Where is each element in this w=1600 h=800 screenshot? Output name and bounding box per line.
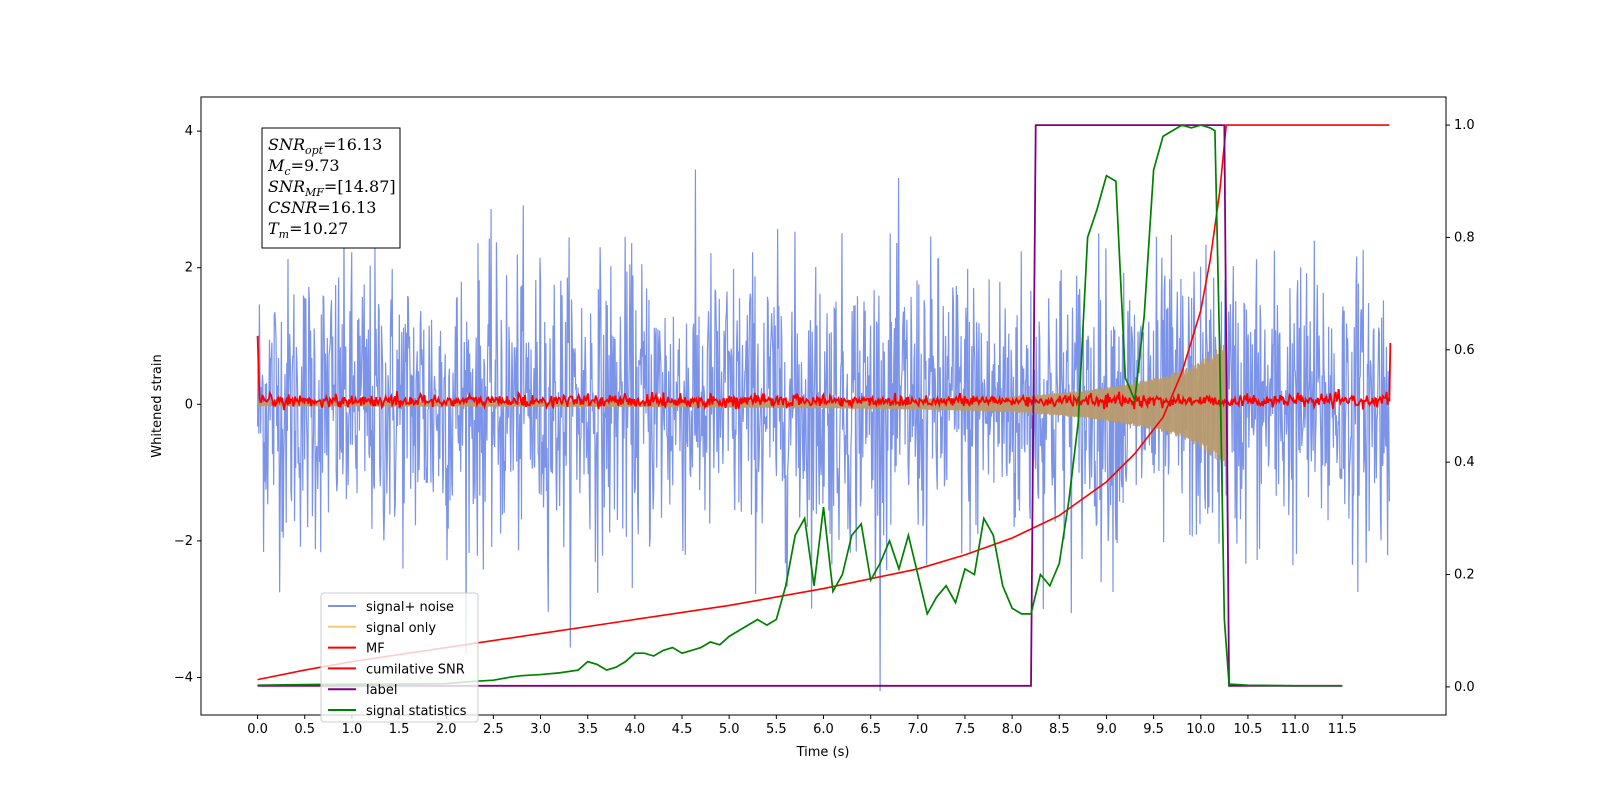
- y-tick-label: −4: [174, 670, 193, 685]
- y-tick-label: 2: [185, 261, 193, 276]
- x-tick-label: 5.0: [719, 722, 740, 737]
- y-right-tick-label: 1.0: [1454, 118, 1475, 133]
- series-mf-line: [256, 335, 1392, 411]
- x-tick-label: 1.5: [389, 722, 410, 737]
- y-right-tick-label: 0.2: [1454, 568, 1475, 583]
- y-axis-label: Whitened strain: [150, 354, 165, 457]
- x-tick-label: 0.5: [294, 722, 315, 737]
- x-tick-label: 1.0: [342, 722, 363, 737]
- x-tick-label: 10.5: [1233, 722, 1262, 737]
- y-tick-label: −2: [174, 534, 193, 549]
- x-tick-label: 2.5: [483, 722, 504, 737]
- x-tick-label: 9.5: [1143, 722, 1164, 737]
- x-tick-label: 2.0: [436, 722, 457, 737]
- legend-label: MF: [366, 642, 385, 657]
- x-tick-label: 0.0: [247, 722, 268, 737]
- legend-label: signal only: [366, 621, 436, 636]
- series-signal-statistics-line: [257, 124, 1343, 687]
- x-tick-label: 6.0: [813, 722, 834, 737]
- annotation-box: SNRopt=16.13Mc=9.73SNRMF=[14.87]CSNR=16.…: [261, 127, 401, 249]
- y-right-tick-label: 0.6: [1454, 343, 1475, 358]
- annotation-line: CSNR=16.13: [268, 198, 376, 217]
- legend-label: signal statistics: [366, 704, 467, 719]
- x-tick-label: 11.0: [1281, 722, 1310, 737]
- y-tick-label: 0: [185, 397, 193, 412]
- x-tick-label: 7.5: [955, 722, 976, 737]
- legend: signal+ noise signal only MF cumilative SNR…: [320, 592, 479, 723]
- annotation-frame: [261, 127, 401, 249]
- annotation-line: SNRMF=[14.87]: [268, 177, 396, 199]
- x-tick-label: 6.5: [860, 722, 881, 737]
- x-tick-label: 3.5: [577, 722, 598, 737]
- x-tick-label: 10.0: [1186, 722, 1215, 737]
- x-tick-label: 3.0: [530, 722, 551, 737]
- y-right-tick-label: 0.4: [1454, 455, 1475, 470]
- x-tick-label: 4.5: [672, 722, 693, 737]
- axis-ticks: 0.0 0.5 1.0 1.5 2.0 2.5 3.0 3.5 4.0 4.5 5.0 5.5 6.0 6…: [174, 118, 1475, 737]
- legend-frame: [320, 592, 479, 723]
- x-tick-label: 8.5: [1049, 722, 1070, 737]
- annotation-line: Tm=10.27: [268, 219, 348, 241]
- y-right-tick-label: 0.0: [1454, 680, 1475, 695]
- annotation-line: SNRopt=16.13: [268, 135, 382, 157]
- x-tick-label: 9.0: [1096, 722, 1117, 737]
- annotation-line: Mc=9.73: [267, 156, 340, 178]
- legend-label: cumilative SNR: [366, 662, 465, 677]
- x-axis-label: Time (s): [796, 745, 850, 760]
- x-tick-label: 5.5: [766, 722, 787, 737]
- legend-label: signal+ noise: [366, 600, 454, 615]
- x-tick-label: 4.0: [625, 722, 646, 737]
- x-tick-label: 7.0: [907, 722, 928, 737]
- y-right-tick-label: 0.8: [1454, 230, 1475, 245]
- x-tick-label: 8.0: [1002, 722, 1023, 737]
- legend-label: label: [366, 683, 397, 698]
- x-tick-label: 11.5: [1328, 722, 1357, 737]
- y-tick-label: 4: [185, 124, 193, 139]
